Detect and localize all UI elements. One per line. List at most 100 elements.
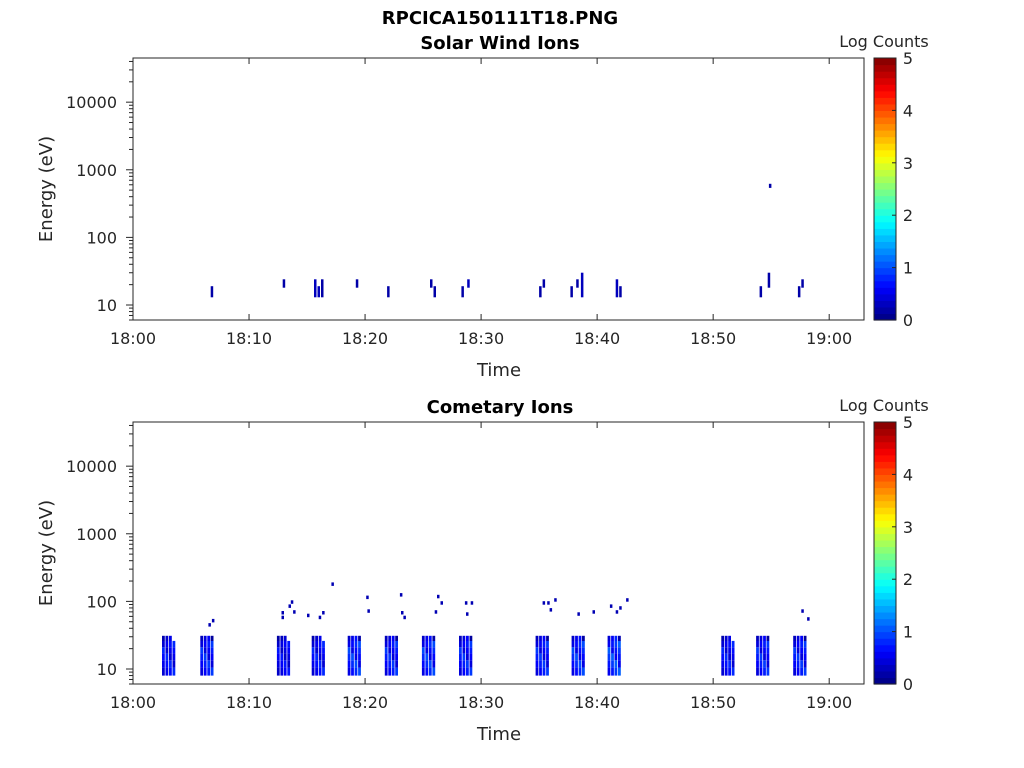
data-cell [542,635,546,641]
data-cell [347,660,351,668]
x-tick-label: 18:20 [342,329,388,348]
data-cell [582,640,585,648]
data-cell [467,279,470,288]
data-cell [766,653,770,661]
data-cell [618,667,621,676]
colorbar-segment [874,598,896,606]
data-cell [311,647,315,654]
data-cell [358,635,361,641]
spectrogram-cells [210,183,804,298]
colorbar-segment [874,247,896,256]
colorbar-segment [874,267,896,275]
data-cell [162,667,165,676]
data-cell [172,640,176,648]
data-cell [315,667,318,676]
data-cell [210,653,214,661]
data-cell [200,667,204,676]
data-cell [797,286,801,298]
data-cell [571,667,575,676]
data-cell [276,653,280,661]
data-cell [366,595,369,600]
data-cell [283,653,287,661]
data-cell [162,647,165,654]
data-cell [800,647,803,654]
data-cell [358,667,361,676]
x-tick-label: 18:50 [690,693,736,712]
data-cell [462,640,466,648]
data-cell [395,660,398,668]
colorbar-segment [874,162,896,170]
colorbar-segment [874,64,896,72]
data-cell [462,635,466,641]
data-cell [793,653,796,661]
colorbar-segment [874,195,896,203]
data-cell [539,286,542,298]
data-cell [803,653,807,661]
data-cell [766,647,770,654]
colorbar-segment [874,441,896,449]
colorbar-segment [874,208,896,216]
data-cell [425,635,429,641]
data-cell [768,183,772,188]
data-cell [571,635,575,641]
colorbar-segment [874,313,896,321]
spectrogram-cells [162,582,810,676]
data-cell [425,660,429,668]
panel-title: Cometary Ions [427,397,574,418]
data-cell [466,653,469,661]
data-cell [721,660,725,668]
data-cell [388,635,392,641]
data-cell [766,660,770,668]
data-cell [721,635,725,641]
colorbar-segment [874,130,896,138]
data-cell [311,667,315,676]
colorbar-segment [874,546,896,554]
x-tick-label: 19:00 [806,693,852,712]
colorbar-segment [874,287,896,295]
data-cell [283,647,287,654]
y-tick-label: 100 [86,592,117,611]
data-cell [165,640,169,648]
x-tick-label: 18:50 [690,329,736,348]
colorbar-segment [874,657,896,665]
data-cell [575,647,578,654]
data-cell [731,653,735,661]
data-cell [578,640,582,648]
colorbar-tick-label: 3 [903,518,913,537]
y-axis-label: Energy (eV) [36,500,57,606]
data-cell [464,601,468,605]
colorbar-segment [874,77,896,85]
data-cell [315,653,318,661]
data-cell [470,601,474,605]
colorbar-segment [874,480,896,489]
data-cell [210,647,214,654]
data-cell [570,286,573,298]
data-cell [607,667,611,676]
data-cell [614,667,618,676]
data-cell [796,667,800,676]
data-cell [434,610,438,614]
data-cell [318,640,322,648]
data-cell [210,286,214,298]
data-cell [575,667,578,676]
data-cell [391,635,395,641]
data-cell [728,635,731,641]
data-cell [165,667,169,676]
data-cell [318,667,322,676]
data-cell [803,640,807,648]
y-tick-label: 1000 [76,525,117,544]
data-cell [535,640,539,648]
data-cell [459,660,462,668]
data-cell [619,286,622,298]
data-cell [395,640,398,648]
data-cell [276,635,280,641]
data-cell [283,660,287,668]
x-tick-label: 18:20 [342,693,388,712]
data-cell [547,601,550,605]
data-cell [318,653,322,661]
colorbar-segment [874,215,896,223]
colorbar-tick-label: 2 [903,206,913,225]
data-cell [432,647,436,654]
data-cell [577,612,580,616]
colorbar-segment [874,149,896,157]
